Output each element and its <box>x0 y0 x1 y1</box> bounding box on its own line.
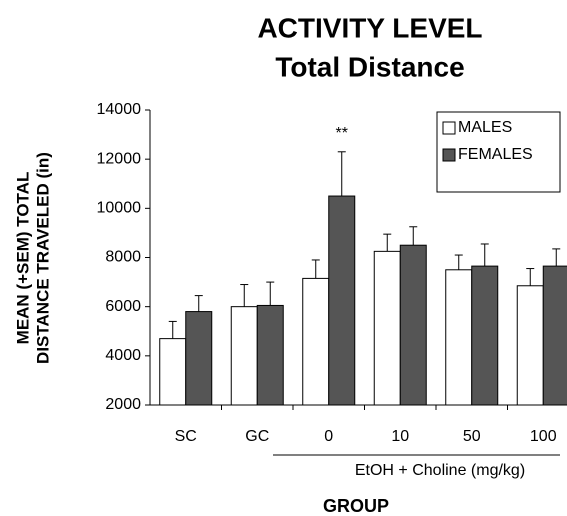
bar <box>516 285 544 406</box>
x-tick-label: 100 <box>530 428 557 445</box>
y-tick-label: 2000 <box>105 396 141 413</box>
x-tick-label: SC <box>175 428 197 445</box>
y-label-line: DISTANCE TRAVELED (in) <box>33 152 52 364</box>
y-label-line: MEAN (+SEM) TOTAL <box>13 172 32 345</box>
bar <box>542 265 567 406</box>
x-axis-label: GROUP <box>323 496 389 516</box>
y-tick-label: 12000 <box>97 150 142 167</box>
legend-label: FEMALES <box>458 146 533 163</box>
legend: MALES FEMALES <box>436 111 561 193</box>
y-tick-label: 8000 <box>105 249 141 266</box>
group-label: EtOH + Choline (mg/kg) <box>355 462 525 479</box>
x-tick-label: 10 <box>391 428 409 445</box>
significance-marker: ** <box>336 125 348 142</box>
bar <box>328 195 356 406</box>
bar <box>256 304 284 406</box>
y-tick-label: 6000 <box>105 298 141 315</box>
y-tick-label: 10000 <box>97 200 142 217</box>
x-tick-label: 0 <box>324 428 333 445</box>
y-tick-label: 4000 <box>105 347 141 364</box>
bar <box>399 244 427 406</box>
legend-swatch <box>442 148 456 162</box>
legend-swatch <box>442 121 456 135</box>
bar <box>185 311 213 406</box>
bar <box>445 269 473 406</box>
y-tick-label: 14000 <box>97 101 142 118</box>
bar <box>302 277 330 406</box>
bar <box>471 265 499 406</box>
x-tick-label: 50 <box>463 428 481 445</box>
chart-title: ACTIVITY LEVEL <box>257 12 482 43</box>
y-axis-label: MEAN (+SEM) TOTAL DISTANCE TRAVELED (in) <box>13 152 52 364</box>
bar <box>159 338 187 406</box>
bar <box>230 306 258 406</box>
bar <box>373 250 401 406</box>
chart-subtitle: Total Distance <box>275 51 464 82</box>
x-tick-label: GC <box>245 428 269 445</box>
legend-label: MALES <box>458 119 512 136</box>
legend-box <box>436 111 561 193</box>
